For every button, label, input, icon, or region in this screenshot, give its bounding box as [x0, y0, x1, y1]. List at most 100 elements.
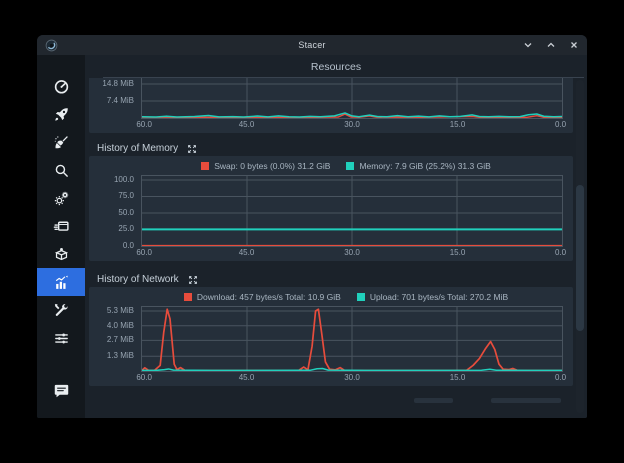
settings-icon	[54, 333, 68, 343]
sidebar	[37, 55, 85, 418]
network-legend: Download: 457 bytes/s Total: 10.9 GiB Upl…	[129, 290, 563, 304]
content-area: Resources 7.4 MiB 14.8 MiB 60.0 45.0 30.0 15.…	[85, 55, 587, 418]
x-tick-label: 45.0	[238, 120, 255, 129]
y-tick-label: 2.7 MiB	[106, 335, 134, 345]
vertical-scrollbar[interactable]	[576, 80, 584, 413]
search-icon	[55, 164, 68, 177]
app-logo-icon	[45, 39, 58, 52]
partial-button[interactable]	[491, 398, 561, 403]
network-history-panel: Download: 457 bytes/s Total: 10.9 GiB Upl…	[89, 287, 573, 386]
expand-memory-icon[interactable]	[187, 144, 197, 154]
page-title: Resources	[310, 60, 362, 73]
minimize-icon[interactable]	[523, 40, 533, 50]
x-tick-label: 15.0	[449, 120, 466, 129]
sidebar-item-feedback[interactable]	[37, 376, 85, 404]
chart-canvas	[142, 307, 562, 371]
page-header: Resources	[85, 55, 587, 78]
x-tick-label: 15.0	[449, 248, 466, 257]
y-tick-label: 7.4 MiB	[106, 96, 134, 106]
resources-scroll-area[interactable]: 7.4 MiB 14.8 MiB 60.0 45.0 30.0 15.0 0.0 Histo…	[85, 78, 587, 418]
sidebar-item-resources[interactable]	[37, 268, 85, 296]
partial-button[interactable]	[414, 398, 453, 403]
expand-network-icon[interactable]	[188, 275, 198, 285]
legend-label: Swap: 0 bytes (0.0%) 31.2 GiB	[214, 161, 331, 171]
network-section-header: History of Network	[97, 274, 587, 285]
scrollbar-thumb[interactable]	[576, 185, 584, 331]
window-title: Stacer	[298, 40, 326, 50]
y-tick-label: 5.3 MiB	[106, 305, 134, 315]
dashboard-icon	[54, 79, 68, 94]
sidebar-item-services[interactable]	[37, 184, 85, 212]
x-axis-labels: 60.0 45.0 30.0 15.0 0.0	[136, 372, 567, 383]
y-tick-label: 100.0	[113, 174, 134, 184]
sidebar-item-helpers[interactable]	[37, 296, 85, 324]
series-download	[142, 309, 562, 370]
y-tick-label: 0.0	[122, 241, 134, 250]
legend-label: Memory: 7.9 GiB (25.2%) 31.3 GiB	[359, 161, 491, 171]
memory-legend: Swap: 0 bytes (0.0%) 31.2 GiB Memory: 7.9…	[129, 159, 563, 173]
helpers-icon	[54, 303, 68, 316]
processes-icon	[53, 221, 69, 231]
memory-section-title: History of Memory	[97, 143, 179, 154]
y-axis-labels: 0.0 25.0 50.0 75.0 100.0	[89, 175, 137, 258]
sidebar-item-settings[interactable]	[37, 324, 85, 352]
memory-section-header: History of Memory	[97, 143, 587, 154]
chart-plot	[141, 175, 563, 247]
legend-swatch	[201, 162, 210, 170]
x-tick-label: 30.0	[344, 120, 360, 129]
chart-canvas	[142, 78, 562, 118]
y-tick-label: 1.3 MiB	[106, 351, 134, 361]
y-tick-label: 14.8 MiB	[102, 79, 134, 89]
disk-history-chart: 7.4 MiB 14.8 MiB 60.0 45.0 30.0 15.0 0.0	[89, 78, 566, 130]
y-axis-labels: 7.4 MiB 14.8 MiB	[89, 78, 137, 130]
resources-icon	[55, 275, 68, 289]
memory-history-panel: Swap: 0 bytes (0.0%) 31.2 GiB Memory: 7.9…	[89, 156, 573, 261]
sidebar-item-startup-apps[interactable]	[37, 100, 85, 128]
title-bar[interactable]: Stacer	[37, 35, 587, 55]
y-tick-label: 4.0 MiB	[106, 320, 134, 330]
sidebar-item-system-cleaner[interactable]	[37, 128, 85, 156]
x-tick-label: 30.0	[344, 248, 360, 257]
chart-plot	[141, 306, 563, 372]
disk-history-panel: 7.4 MiB 14.8 MiB 60.0 45.0 30.0 15.0 0.0	[89, 78, 573, 133]
x-tick-label: 0.0	[554, 248, 567, 257]
y-tick-label: 25.0	[118, 224, 134, 234]
system-cleaner-icon	[54, 135, 68, 148]
x-axis-labels: 60.0 45.0 30.0 15.0 0.0	[136, 119, 566, 130]
legend-item: Memory: 7.9 GiB (25.2%) 31.3 GiB	[346, 161, 491, 171]
legend-swatch	[356, 293, 365, 301]
close-icon[interactable]	[569, 40, 579, 50]
legend-item: Upload: 701 bytes/s Total: 270.2 MiB	[356, 292, 509, 302]
legend-swatch	[183, 293, 192, 301]
x-tick-label: 60.0	[136, 248, 152, 257]
header-divider	[103, 77, 584, 78]
window-controls	[523, 40, 579, 50]
stacer-window: Stacer Resources 7.4 MiB 14.8 MiB 60.0 45.0…	[37, 35, 587, 418]
feedback-icon	[54, 384, 68, 397]
chart-canvas	[142, 176, 562, 246]
legend-item: Download: 457 bytes/s Total: 10.9 GiB	[183, 292, 341, 302]
x-tick-label: 45.0	[238, 248, 255, 257]
series-upload	[142, 369, 562, 371]
sidebar-item-dashboard[interactable]	[37, 72, 85, 100]
legend-label: Upload: 701 bytes/s Total: 270.2 MiB	[369, 292, 509, 302]
legend-label: Download: 457 bytes/s Total: 10.9 GiB	[196, 292, 341, 302]
sidebar-item-uninstaller[interactable]	[37, 240, 85, 268]
y-axis-labels: 1.3 MiB 2.7 MiB 4.0 MiB 5.3 MiB	[89, 306, 137, 383]
services-icon	[54, 191, 68, 205]
network-history-chart: 1.3 MiB 2.7 MiB 4.0 MiB 5.3 MiB 60.0 45.0 30.0…	[89, 306, 567, 383]
uninstaller-icon	[54, 247, 68, 260]
y-tick-label: 50.0	[118, 207, 134, 217]
x-tick-label: 30.0	[344, 373, 360, 382]
series-series-teal	[142, 113, 562, 117]
x-tick-label: 60.0	[136, 120, 152, 129]
startup-apps-icon	[54, 107, 68, 121]
x-tick-label: 45.0	[238, 373, 255, 382]
sidebar-item-search[interactable]	[37, 156, 85, 184]
legend-item: Swap: 0 bytes (0.0%) 31.2 GiB	[201, 161, 330, 171]
y-tick-label: 75.0	[118, 191, 134, 201]
memory-history-chart: 0.0 25.0 50.0 75.0 100.0 60.0 45.0 30.0 15.0 0.0	[89, 175, 567, 258]
x-tick-label: 0.0	[554, 373, 567, 382]
maximize-icon[interactable]	[546, 40, 556, 50]
sidebar-item-processes[interactable]	[37, 212, 85, 240]
